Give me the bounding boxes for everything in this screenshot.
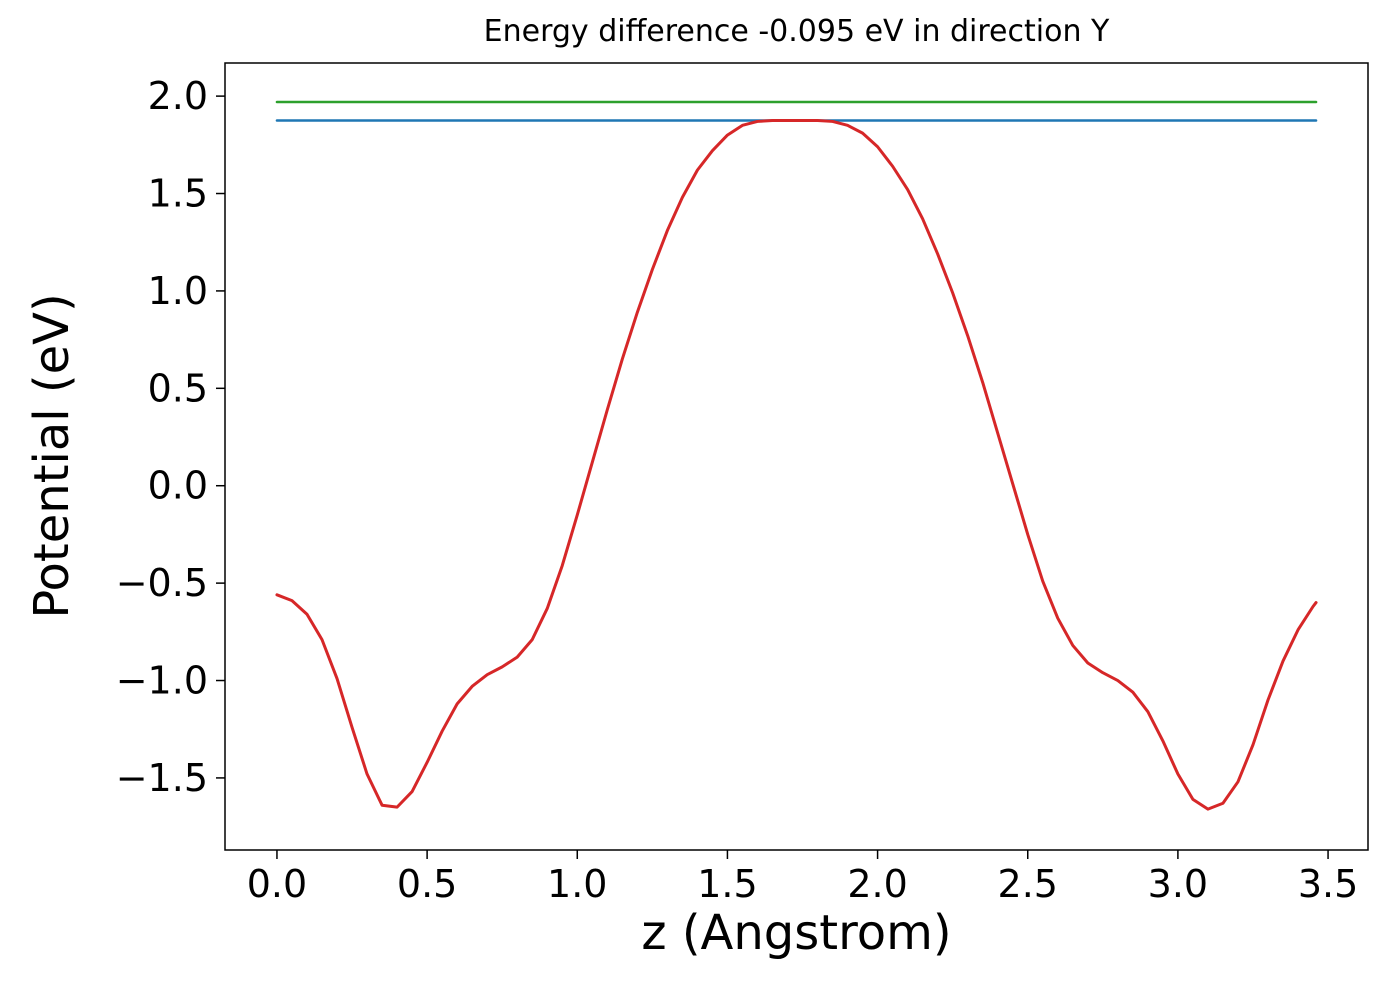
y-tick-label: 0.0	[148, 464, 208, 508]
x-tick-label: 3.5	[1298, 862, 1358, 906]
x-axis-ticks: 0.0 0.5 1.0 1.5 2.0 2.5 3.0 3.5	[247, 850, 1358, 906]
y-tick-label: 0.5	[148, 366, 208, 410]
y-axis-ticks: −1.5 −1.0 −0.5 0.0 0.5 1.0 1.5 2.0	[116, 74, 225, 800]
x-tick-label: 1.0	[547, 862, 607, 906]
y-tick-label: −1.5	[116, 756, 208, 800]
x-tick-label: 2.5	[998, 862, 1058, 906]
y-tick-label: 2.0	[148, 74, 208, 118]
x-tick-label: 0.0	[247, 862, 307, 906]
x-tick-label: 3.0	[1148, 862, 1208, 906]
x-tick-label: 0.5	[397, 862, 457, 906]
x-tick-label: 2.0	[847, 862, 907, 906]
y-tick-label: −0.5	[116, 561, 208, 605]
y-tick-label: 1.5	[148, 172, 208, 216]
series-group	[275, 100, 1318, 811]
y-tick-label: 1.0	[148, 269, 208, 313]
x-axis-label: z (Angstrom)	[641, 905, 952, 961]
axes-frame	[224, 62, 1369, 851]
x-tick-label: 1.5	[697, 862, 757, 906]
series-line-potential-profile	[275, 118, 1318, 811]
y-tick-label: −1.0	[116, 659, 208, 703]
chart-title: Energy difference -0.095 eV in direction…	[483, 14, 1110, 49]
